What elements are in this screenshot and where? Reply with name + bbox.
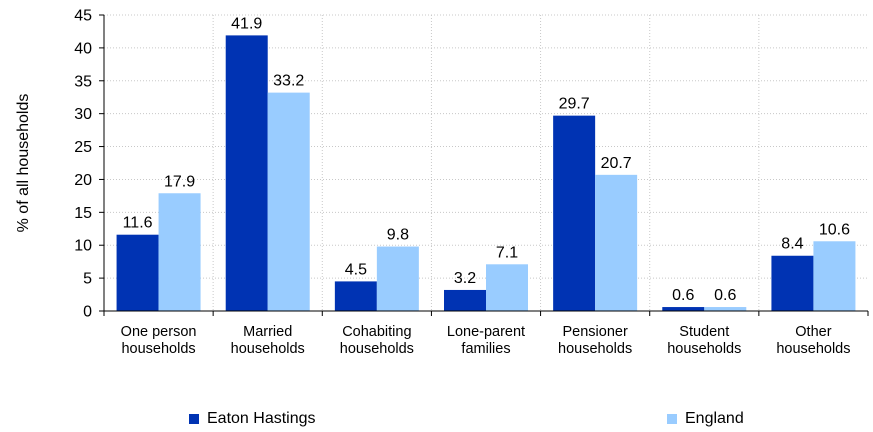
y-axis-title: % of all households <box>15 94 32 233</box>
bar-england <box>267 92 310 312</box>
legend-label-england: England <box>685 410 744 427</box>
y-tick-label: 0 <box>83 304 92 321</box>
bar-england <box>158 193 201 311</box>
data-label: 3.2 <box>454 270 476 287</box>
data-label: 4.5 <box>345 261 367 278</box>
bar-eaton-hastings <box>553 115 596 311</box>
bar-england <box>486 264 528 311</box>
category-label: Lone-parent families <box>447 324 525 357</box>
data-label: 0.6 <box>672 287 694 304</box>
bar-eaton-hastings <box>116 234 159 311</box>
category-label: Student households <box>667 324 741 357</box>
data-label: 29.7 <box>559 96 590 113</box>
category-label: Pensioner households <box>558 324 632 357</box>
category-label: Other households <box>776 324 850 357</box>
y-tick-label: 25 <box>74 139 92 156</box>
data-label: 17.9 <box>164 173 195 190</box>
bar-england <box>376 246 419 311</box>
data-label: 8.4 <box>781 236 803 253</box>
data-label: 0.6 <box>714 287 736 304</box>
y-tick-label: 20 <box>74 172 92 189</box>
data-label: 7.1 <box>496 244 518 261</box>
data-label: 20.7 <box>601 155 632 172</box>
y-tick-label: 5 <box>83 271 92 288</box>
bar-eaton-hastings <box>662 307 705 311</box>
legend-swatch-england <box>667 414 677 424</box>
data-label: 33.2 <box>273 73 304 90</box>
bar-eaton-hastings <box>771 255 814 311</box>
bar-england <box>704 307 747 311</box>
data-label: 11.6 <box>123 215 153 232</box>
y-tick-label: 10 <box>74 238 92 255</box>
bar-england <box>595 174 638 311</box>
legend-label-eaton-hastings: Eaton Hastings <box>207 410 316 427</box>
bar-england <box>813 241 856 311</box>
data-label: 41.9 <box>231 15 262 32</box>
legend-item-england: England <box>667 410 744 428</box>
bar-chart: 0 5 10 15 20 25 30 35 40 45 11.6 41.9 4.5 3.2 29.7 0.6 8… <box>15 8 869 357</box>
y-tick-label: 45 <box>74 8 92 25</box>
data-label: 9.8 <box>387 227 409 244</box>
legend-item-eaton-hastings: Eaton Hastings <box>189 410 316 428</box>
bar-eaton-hastings <box>225 35 268 311</box>
category-label: One person households <box>121 324 197 357</box>
bar-eaton-hastings <box>334 281 377 311</box>
category-label: Cohabiting households <box>340 324 414 357</box>
y-tick-label: 40 <box>74 40 92 57</box>
bar-eaton-hastings <box>444 289 486 311</box>
y-tick-label: 35 <box>74 73 92 90</box>
category-label: Married households <box>231 324 305 357</box>
y-tick-label: 30 <box>74 106 92 123</box>
legend-swatch-eaton-hastings <box>189 414 199 424</box>
data-label: 10.6 <box>819 221 850 238</box>
y-tick-label: 15 <box>74 205 92 222</box>
